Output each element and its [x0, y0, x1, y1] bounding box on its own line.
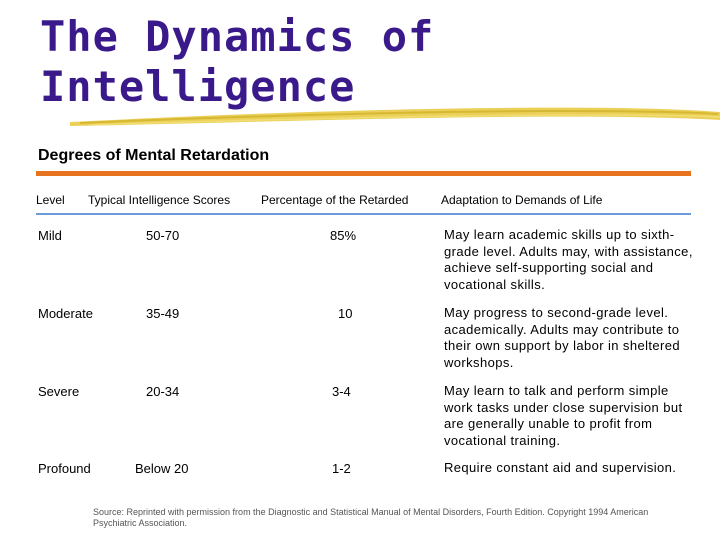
slide-title: The Dynamics of Intelligence [40, 12, 434, 112]
source-citation: Source: Reprinted with permission from t… [93, 507, 649, 528]
header-typical-intelligence-scores: Typical Intelligence Scores [88, 193, 231, 207]
header-level: Level [36, 193, 65, 207]
row-moderate-adaptation: May progress to second-grade level. acad… [444, 305, 681, 370]
slide-title-line-2: Intelligence [40, 62, 356, 111]
table-subtitle: Degrees of Mental Retardation [38, 147, 270, 164]
row-profound-adaptation: Require constant aid and supervision. [444, 460, 677, 475]
row-severe-level: Severe [38, 384, 80, 399]
header-adaptation: Adaptation to Demands of Life [441, 193, 603, 207]
row-moderate-level: Moderate [38, 306, 93, 321]
row-mild-scores: 50-70 [146, 228, 180, 243]
row-severe-adaptation: May learn to talk and perform simple wor… [444, 383, 683, 448]
row-severe-percentage: 3-4 [332, 384, 351, 399]
slide-title-line-1: The Dynamics of [40, 12, 435, 61]
row-profound-percentage: 1-2 [332, 461, 351, 476]
row-severe-scores: 20-34 [146, 384, 180, 399]
yellow-brush-stroke [70, 107, 720, 126]
row-mild-adaptation: May learn academic skills up to sixth-gr… [444, 227, 693, 292]
header-divider [36, 213, 691, 215]
row-profound-level: Profound [38, 461, 91, 476]
row-moderate-percentage: 10 [338, 306, 353, 321]
row-moderate-scores: 35-49 [146, 306, 180, 321]
orange-divider [36, 171, 691, 176]
row-mild-level: Mild [38, 228, 62, 243]
row-profound-scores: Below 20 [135, 461, 189, 476]
header-percentage-of-retarded: Percentage of the Retarded [261, 193, 409, 207]
row-mild-percentage: 85% [330, 228, 357, 243]
